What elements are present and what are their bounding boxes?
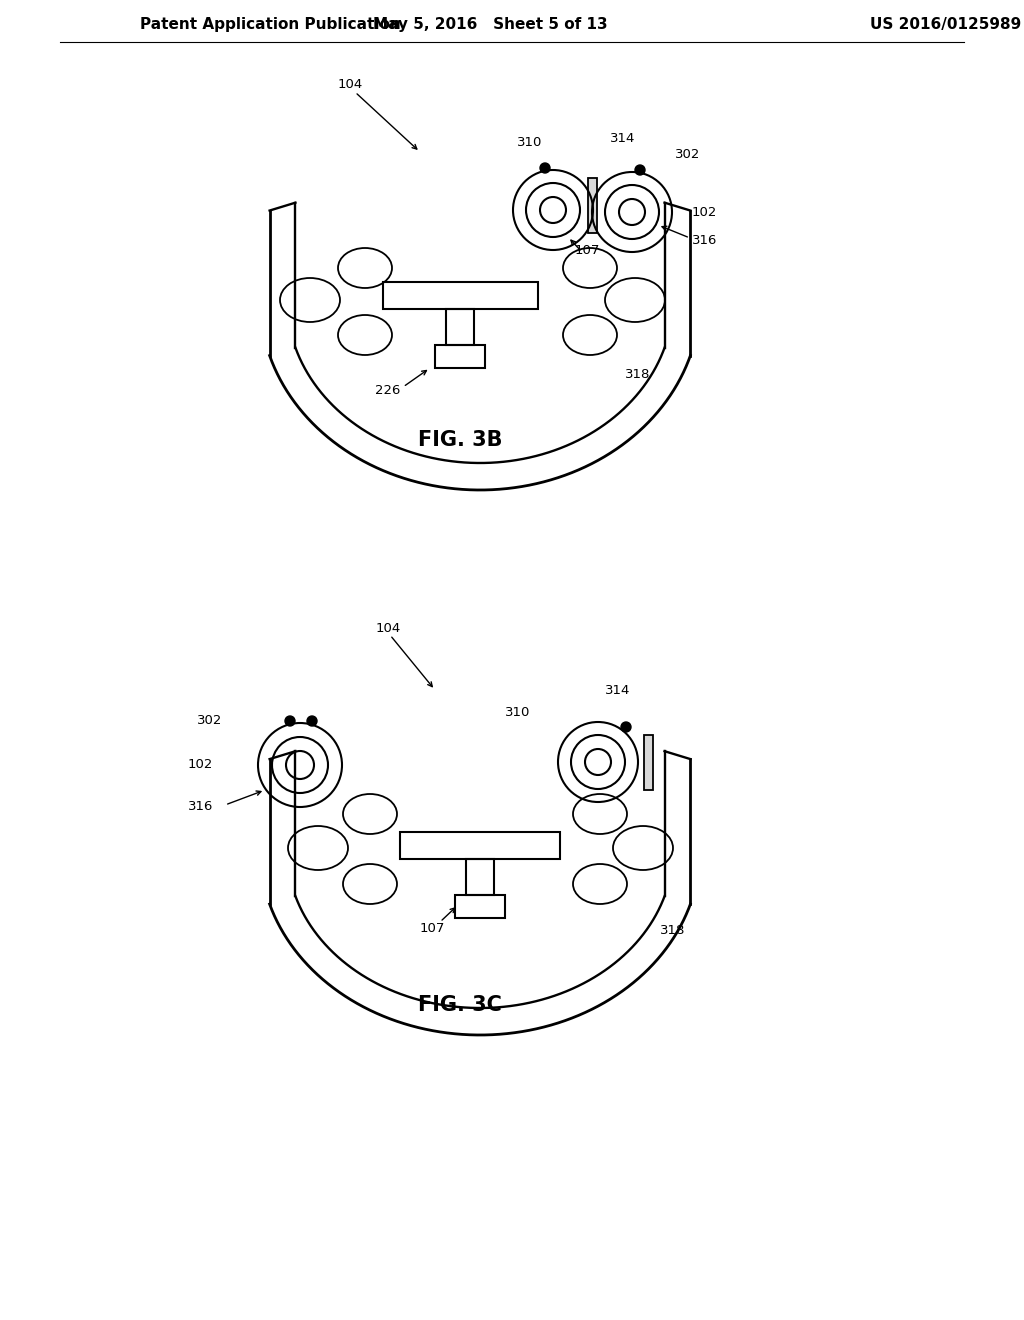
Text: 314: 314 [610,132,635,144]
Text: 226: 226 [375,384,400,396]
Bar [466,858,494,895]
Text: 318: 318 [660,924,685,936]
Text: US 2016/0125989 A1: US 2016/0125989 A1 [870,17,1024,33]
Text: 310: 310 [517,136,543,149]
Text: 316: 316 [187,800,213,813]
Circle shape [285,715,295,726]
Text: May 5, 2016   Sheet 5 of 13: May 5, 2016 Sheet 5 of 13 [373,17,607,33]
Text: 104: 104 [337,78,362,91]
Text: Patent Application Publication: Patent Application Publication [140,17,400,33]
Text: 104: 104 [376,622,400,635]
Bar [446,309,474,345]
Circle shape [621,722,631,733]
Bar [435,345,485,367]
Bar [588,177,597,232]
Bar [455,895,505,917]
Bar [643,734,652,789]
Text: 318: 318 [625,368,650,381]
Circle shape [635,165,645,176]
Text: 310: 310 [505,705,530,718]
Bar [383,281,538,309]
Circle shape [540,162,550,173]
Text: FIG. 3B: FIG. 3B [418,430,502,450]
Text: 316: 316 [692,234,718,247]
Circle shape [307,715,317,726]
Bar [400,832,560,858]
Text: 107: 107 [419,921,444,935]
Text: 102: 102 [692,206,718,219]
Text: FIG. 3C: FIG. 3C [418,995,502,1015]
Text: 107: 107 [575,243,600,256]
Text: 302: 302 [197,714,222,726]
Text: 102: 102 [187,759,213,771]
Text: 314: 314 [605,684,631,697]
Text: 302: 302 [675,149,700,161]
